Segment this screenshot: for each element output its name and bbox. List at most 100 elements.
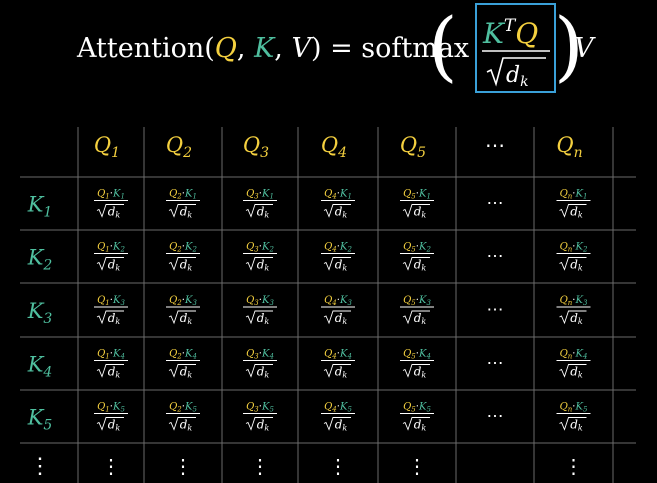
cell-numerator: Q1·K3 [97, 295, 125, 307]
cell-denominator: dk [335, 418, 348, 433]
cell-numerator: Q4·K2 [324, 242, 352, 254]
column-header-q4: Q4 [321, 133, 347, 161]
cell-sqrt-sign [402, 257, 430, 271]
cell-denominator: dk [108, 418, 121, 433]
cell-sqrt-sign [96, 204, 124, 218]
cell-sqrt-sign [559, 417, 587, 431]
formula-equals: = [330, 33, 353, 64]
cell-sqrt-sign [168, 364, 196, 378]
cell-numerator: Qn·K3 [560, 295, 588, 307]
cell-denominator: dk [257, 311, 270, 326]
cell-ellipsis-vertical: ⋮ [328, 454, 348, 478]
cell-denominator: dk [108, 311, 121, 326]
attention-cell-q2-k3: Q2·K3 dk [166, 295, 200, 326]
attention-cell-q5-k1: Q5·K1 dk [400, 189, 434, 220]
cell-ellipsis-vertical: ⋮ [250, 454, 270, 478]
attention-cell-qn-k2: Qn·K2 dk [556, 242, 591, 273]
cell-sqrt-sign [402, 417, 430, 431]
cell-numerator: Q3·K2 [246, 242, 274, 254]
row-header-k3: K3 [27, 299, 53, 327]
cell-sqrt-sign [96, 257, 124, 271]
cell-sqrt-sign [323, 364, 351, 378]
cell-sqrt-sign [96, 310, 124, 325]
cell-ellipsis-horizontal: ⋯ [487, 407, 504, 427]
svg-text:): ) [554, 1, 584, 90]
column-header-q5: Q5 [400, 133, 426, 161]
cell-denominator: dk [570, 311, 583, 326]
cell-ellipsis-vertical: ⋮ [407, 454, 427, 478]
cell-sqrt-sign [323, 204, 351, 218]
cell-denominator: dk [414, 418, 427, 433]
cell-denominator: dk [108, 258, 121, 273]
denominator-sub: k [520, 74, 528, 90]
cell-denominator: dk [414, 365, 427, 380]
cell-sqrt-sign [559, 257, 587, 271]
cell-sqrt-sign [245, 364, 273, 378]
attention-cell-q2-k1: Q2·K1 dk [166, 189, 200, 220]
attention-cell-q2-k4: Q2·K4 dk [166, 349, 200, 380]
column-header-qn: Qn [556, 133, 582, 161]
cell-numerator: Q1·K4 [97, 349, 125, 361]
cell-numerator: Q5·K3 [403, 295, 431, 307]
cell-numerator: Q4·K5 [324, 402, 352, 414]
attention-cell-q3-k1: Q3·K1 dk [243, 189, 277, 220]
cell-numerator: Q5·K1 [403, 189, 431, 201]
cell-numerator: Q5·K5 [403, 402, 431, 414]
svg-text:KTQ: KTQ [482, 16, 538, 50]
cell-denominator: dk [414, 311, 427, 326]
cell-sqrt-sign [245, 310, 273, 325]
cell-numerator: Q2·K2 [169, 242, 197, 254]
column-header-q1: Q1 [94, 133, 120, 161]
cell-denominator: dk [335, 258, 348, 273]
cell-denominator: dk [257, 258, 270, 273]
cell-denominator: dk [570, 365, 583, 380]
cell-sqrt-sign [168, 204, 196, 218]
svg-text:(: ( [428, 1, 458, 90]
cell-denominator: dk [108, 205, 121, 220]
cell-numerator: Q2·K1 [169, 189, 197, 201]
svg-text:dk: dk [506, 63, 529, 90]
cell-ellipsis-horizontal: ⋯ [487, 194, 504, 214]
cell-ellipsis-horizontal: ⋯ [487, 354, 504, 374]
attention-cell-q5-k2: Q5·K2 dk [400, 242, 434, 273]
formula-arg-k: K [253, 33, 276, 64]
cell-ellipsis-vertical: ⋮ [101, 454, 121, 478]
cell-denominator: dk [180, 365, 193, 380]
numerator-t: T [504, 16, 517, 36]
cell-sqrt-sign [402, 204, 430, 218]
cell-sqrt-sign [245, 417, 273, 431]
attention-cell-q5-k4: Q5·K4 dk [400, 349, 434, 380]
row-header-k5: K5 [27, 406, 53, 434]
softmax-label: softmax [361, 33, 469, 64]
formula-arg-v: V [291, 33, 313, 64]
cell-denominator: dk [180, 205, 193, 220]
cell-sqrt-sign [168, 310, 196, 325]
cell-numerator: Q5·K4 [403, 349, 431, 361]
attention-cell-q2-k5: Q2·K5 dk [166, 402, 200, 433]
cell-numerator: Q3·K4 [246, 349, 274, 361]
row-header-ellipsis: ⋮ [29, 454, 51, 479]
numerator-q: Q [515, 17, 538, 50]
cell-numerator: Q3·K1 [246, 189, 274, 201]
attention-formula: Attention(Q, K, V) = softmax ( ) KTQ dk … [76, 1, 596, 93]
attention-cell-q5-k3: Q5·K3 dk [400, 295, 434, 326]
cell-numerator: Q4·K4 [324, 349, 352, 361]
cell-numerator: Q5·K2 [403, 242, 431, 254]
cell-numerator: Q1·K5 [97, 402, 125, 414]
row-header-k1: K1 [27, 193, 53, 221]
attention-cell-qn-k5: Qn·K5 dk [556, 402, 591, 433]
cell-numerator: Qn·K2 [560, 242, 588, 254]
cell-ellipsis-vertical: ⋮ [564, 454, 584, 478]
attention-cell-q5-k5: Q5·K5 dk [400, 402, 434, 433]
cell-numerator: Qn·K5 [560, 402, 588, 414]
cell-sqrt-sign [168, 417, 196, 431]
attention-cell-q4-k2: Q4·K2 dk [321, 242, 355, 273]
cell-denominator: dk [257, 365, 270, 380]
cell-denominator: dk [335, 205, 348, 220]
cell-sqrt-sign [245, 257, 273, 271]
cell-numerator: Q4·K1 [324, 189, 352, 201]
formula-tail-v: V [574, 33, 596, 64]
formula-sqrt-sign [486, 57, 546, 87]
cell-sqrt-sign [245, 204, 273, 218]
